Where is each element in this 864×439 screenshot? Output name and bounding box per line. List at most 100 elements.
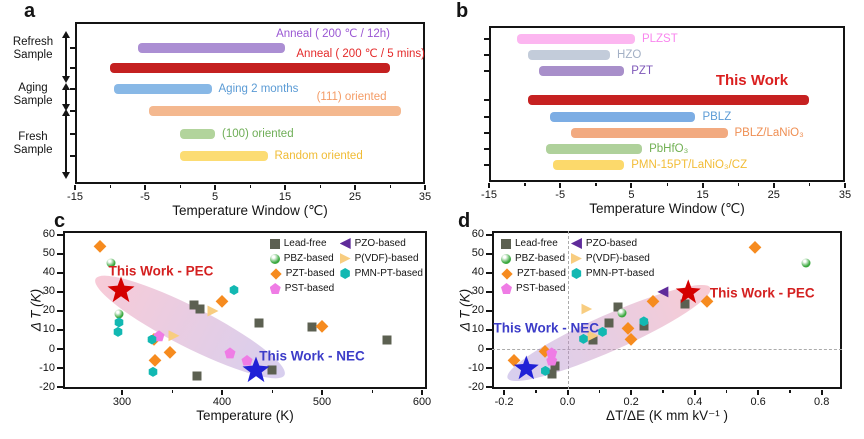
x-minor-tick bbox=[389, 185, 391, 188]
legend-item-pzt-based: PZT-based bbox=[270, 266, 335, 281]
y-tick-label: 30 bbox=[42, 285, 55, 298]
bar-label-pzt: PZT bbox=[631, 65, 653, 77]
point-p-vdf-based bbox=[581, 303, 593, 315]
y-tick-label: -20 bbox=[39, 380, 55, 393]
y-tick-label: 30 bbox=[471, 285, 484, 298]
x-tick bbox=[214, 185, 216, 190]
x-minor-tick bbox=[725, 390, 728, 393]
legend-marker-square-icon bbox=[269, 238, 280, 249]
y-row-tick bbox=[484, 99, 489, 101]
y-tick bbox=[57, 271, 63, 274]
y-tick-label: 60 bbox=[471, 228, 484, 241]
point-p-vdf-based bbox=[587, 330, 599, 342]
legend-label: PBZ-based bbox=[283, 253, 334, 264]
y-tick-label: 10 bbox=[42, 323, 55, 336]
x-tick-label: 400 bbox=[212, 396, 232, 408]
plot-area-a bbox=[75, 22, 425, 184]
y-tick-label: 0 bbox=[48, 342, 55, 355]
legend-marker-triangle-left-icon bbox=[339, 238, 351, 249]
x-minor-tick bbox=[109, 185, 111, 188]
point-p-vdf-based bbox=[168, 330, 180, 342]
x-tick-label: -5 bbox=[555, 189, 566, 201]
legend-marker-hexagon-icon bbox=[340, 268, 350, 279]
annotation-this-work-nec: This Work - NEC bbox=[493, 320, 600, 336]
y-tick bbox=[57, 233, 63, 236]
plot-area-d bbox=[492, 231, 842, 389]
group-arrow-down-icon bbox=[62, 172, 70, 179]
y-tick bbox=[57, 252, 63, 255]
bar-label-this-work: This Work bbox=[715, 72, 789, 89]
y-tick bbox=[486, 367, 492, 370]
panel-letter-c: c bbox=[54, 210, 66, 232]
y-tick bbox=[57, 309, 63, 312]
y-tick-label: 40 bbox=[471, 266, 484, 279]
y-axis-title-d: Δ T (K) bbox=[457, 288, 473, 332]
x-tick bbox=[559, 183, 562, 188]
range-bar-pzt bbox=[538, 66, 625, 76]
group-arrow-down-icon bbox=[62, 104, 70, 111]
y-row-tick bbox=[484, 38, 489, 40]
x-minor-tick bbox=[808, 183, 811, 186]
legend-d: Lead-free PBZ-based PZT-based PST-based PZO-… bbox=[501, 236, 654, 296]
point-pbz-based bbox=[801, 258, 811, 268]
legend-item-pmn-pt-based: PMN-PT-based bbox=[340, 266, 423, 281]
y-tick bbox=[57, 367, 63, 370]
x-minor-tick bbox=[371, 390, 373, 393]
point-pmn-pt-based bbox=[148, 366, 158, 377]
legend-label: Lead-free bbox=[515, 238, 558, 249]
point-lead-free bbox=[547, 369, 557, 379]
x-minor-tick bbox=[271, 390, 273, 393]
x-tick-label: -15 bbox=[67, 191, 83, 203]
legend-label: PBZ-based bbox=[515, 253, 566, 264]
x-tick bbox=[354, 185, 356, 190]
range-bar-random-oriented bbox=[180, 151, 268, 161]
bar-label-anneal-200-12h: Anneal ( 200 ℃ / 12h) bbox=[276, 28, 390, 40]
x-minor-tick bbox=[595, 183, 597, 186]
y-tick bbox=[57, 348, 63, 351]
group-arrow-down-icon bbox=[62, 76, 70, 83]
range-bar-pbhfo bbox=[545, 144, 643, 154]
x-minor-tick bbox=[319, 185, 321, 188]
x-axis-title-d: ΔT/ΔE (K mm kV⁻¹ ) bbox=[606, 408, 728, 423]
point-lead-free bbox=[195, 304, 205, 314]
x-tick-label: 300 bbox=[112, 396, 132, 408]
x-minor-tick bbox=[535, 390, 537, 393]
y-tick bbox=[486, 386, 492, 389]
point-lead-free bbox=[189, 300, 199, 310]
point-pmn-pt-based bbox=[639, 316, 649, 327]
range-bar-hzo bbox=[528, 50, 611, 60]
x-tick bbox=[772, 183, 775, 188]
group-arrow-line bbox=[65, 111, 67, 177]
y-row-tick bbox=[484, 70, 489, 72]
x-tick bbox=[74, 185, 76, 190]
x-minor-tick bbox=[249, 185, 251, 188]
legend-item-p-vdf-based: P(VDF)-based bbox=[339, 251, 423, 266]
x-minor-tick bbox=[662, 390, 664, 393]
legend-item-pzt-based: PZT-based bbox=[501, 266, 566, 281]
group-arrow-line bbox=[65, 85, 67, 109]
legend-item-pzo-based: PZO-based bbox=[339, 236, 423, 251]
bar-label-111-oriented: (111) oriented bbox=[316, 91, 387, 103]
bar-label-random-oriented: Random oriented bbox=[274, 150, 363, 162]
x-tick-label: 500 bbox=[312, 396, 332, 408]
legend-item-p-vdf-based: P(VDF)-based bbox=[570, 251, 654, 266]
legend-label: PZO-based bbox=[585, 238, 638, 249]
x-tick bbox=[566, 390, 569, 395]
legend-marker-diamond-icon bbox=[501, 267, 513, 280]
x-axis-title-b: Temperature Window (℃) bbox=[589, 201, 745, 216]
x-axis-title-c: Temperature (K) bbox=[196, 408, 294, 423]
zero-line-vertical bbox=[567, 231, 569, 389]
legend-label: PST-based bbox=[516, 283, 566, 294]
y-tick bbox=[57, 386, 63, 389]
x-tick bbox=[424, 185, 426, 190]
x-minor-tick bbox=[171, 390, 173, 393]
y-tick bbox=[486, 252, 492, 255]
point-lead-free bbox=[267, 365, 277, 375]
x-tick bbox=[144, 185, 146, 190]
legend-item-pmn-pt-based: PMN-PT-based bbox=[571, 266, 654, 281]
x-tick bbox=[701, 183, 704, 188]
x-minor-tick bbox=[737, 183, 740, 186]
y-tick bbox=[57, 328, 63, 331]
y-tick bbox=[486, 233, 492, 236]
y-row-tick bbox=[70, 133, 75, 135]
